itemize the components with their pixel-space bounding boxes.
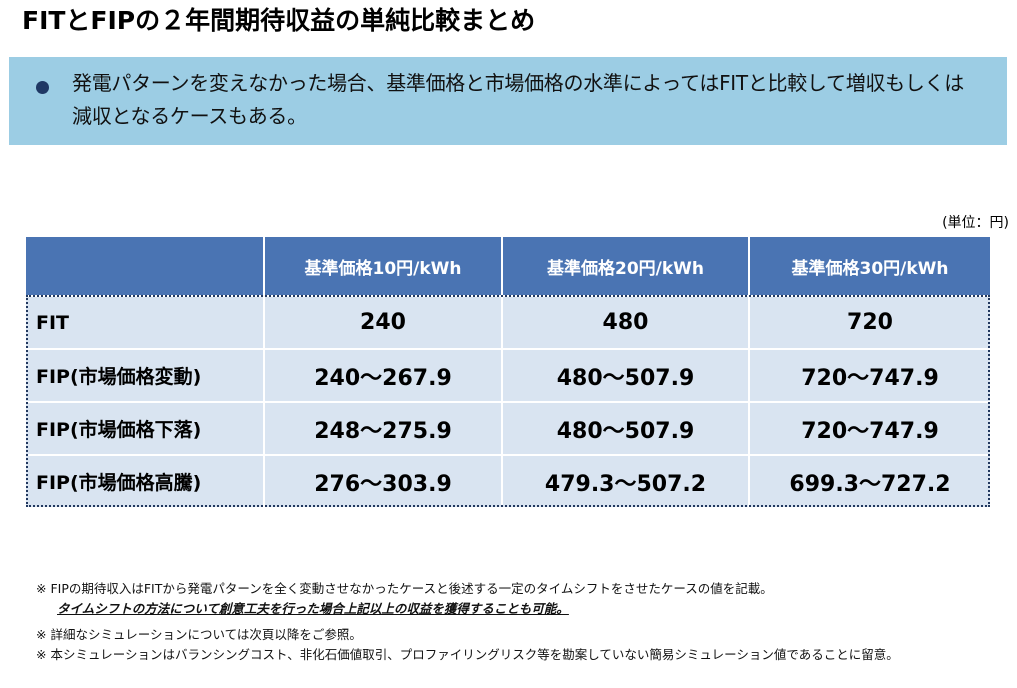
header-cell-20yen: 基準価格20円/kWh — [501, 237, 749, 296]
row-label: FIP(市場価格高騰) — [26, 454, 264, 507]
table-row: FIT 240 480 720 — [26, 295, 990, 349]
table-cell: 699.3～727.2 — [748, 454, 990, 507]
comparison-table: 基準価格10円/kWh 基準価格20円/kWh 基準価格30円/kWh FIT … — [26, 237, 990, 507]
row-label: FIP(市場価格変動) — [26, 348, 264, 402]
table-cell: 240～267.9 — [263, 348, 502, 402]
table-cell: 479.3～507.2 — [501, 454, 749, 507]
table-cell: 720～747.9 — [748, 401, 990, 455]
unit-label: (単位：円) — [942, 215, 1009, 231]
header-cell-10yen: 基準価格10円/kWh — [263, 237, 502, 296]
table-cell: 480～507.9 — [501, 401, 749, 455]
table-cell: 720～747.9 — [748, 348, 990, 402]
footnote: ※ FIPの期待収入はFITから発電パターンを全く変動させなかったケースと後述す… — [36, 581, 773, 596]
header-cell-30yen: 基準価格30円/kWh — [748, 237, 990, 296]
table-cell: 240 — [263, 295, 502, 349]
table-cell: 480 — [501, 295, 749, 349]
table-cell: 720 — [748, 295, 990, 349]
table-row: FIP(市場価格下落) 248～275.9 480～507.9 720～747.… — [26, 401, 990, 455]
table-cell: 248～275.9 — [263, 401, 502, 455]
table-header-row: 基準価格10円/kWh 基準価格20円/kWh 基準価格30円/kWh — [26, 237, 990, 296]
page-title: FITとFIPの２年間期待収益の単純比較まとめ — [22, 6, 536, 35]
footnote: ※ 詳細なシミュレーションについては次頁以降をご参照。 — [36, 627, 362, 642]
row-label: FIP(市場価格下落) — [26, 401, 264, 455]
summary-text: 発電パターンを変えなかった場合、基準価格と市場価格の水準によってはFITと比較し… — [72, 71, 964, 128]
table-cell: 276～303.9 — [263, 454, 502, 507]
bullet-icon — [36, 81, 49, 94]
footnote: ※ 本シミュレーションはバランシングコスト、非化石価値取引、プロファイリングリス… — [36, 647, 899, 662]
table-cell: 480～507.9 — [501, 348, 749, 402]
footnote-emphasis: タイムシフトの方法について創意工夫を行った場合上記以上の収益を獲得することも可能… — [57, 601, 569, 616]
row-label: FIT — [26, 295, 264, 349]
summary-box: 発電パターンを変えなかった場合、基準価格と市場価格の水準によってはFITと比較し… — [9, 57, 1007, 145]
footnotes: ※ FIPの期待収入はFITから発電パターンを全く変動させなかったケースと後述す… — [36, 579, 1006, 665]
header-cell-empty — [26, 237, 264, 296]
table-row: FIP(市場価格変動) 240～267.9 480～507.9 720～747.… — [26, 348, 990, 402]
table-row: FIP(市場価格高騰) 276～303.9 479.3～507.2 699.3～… — [26, 454, 990, 507]
